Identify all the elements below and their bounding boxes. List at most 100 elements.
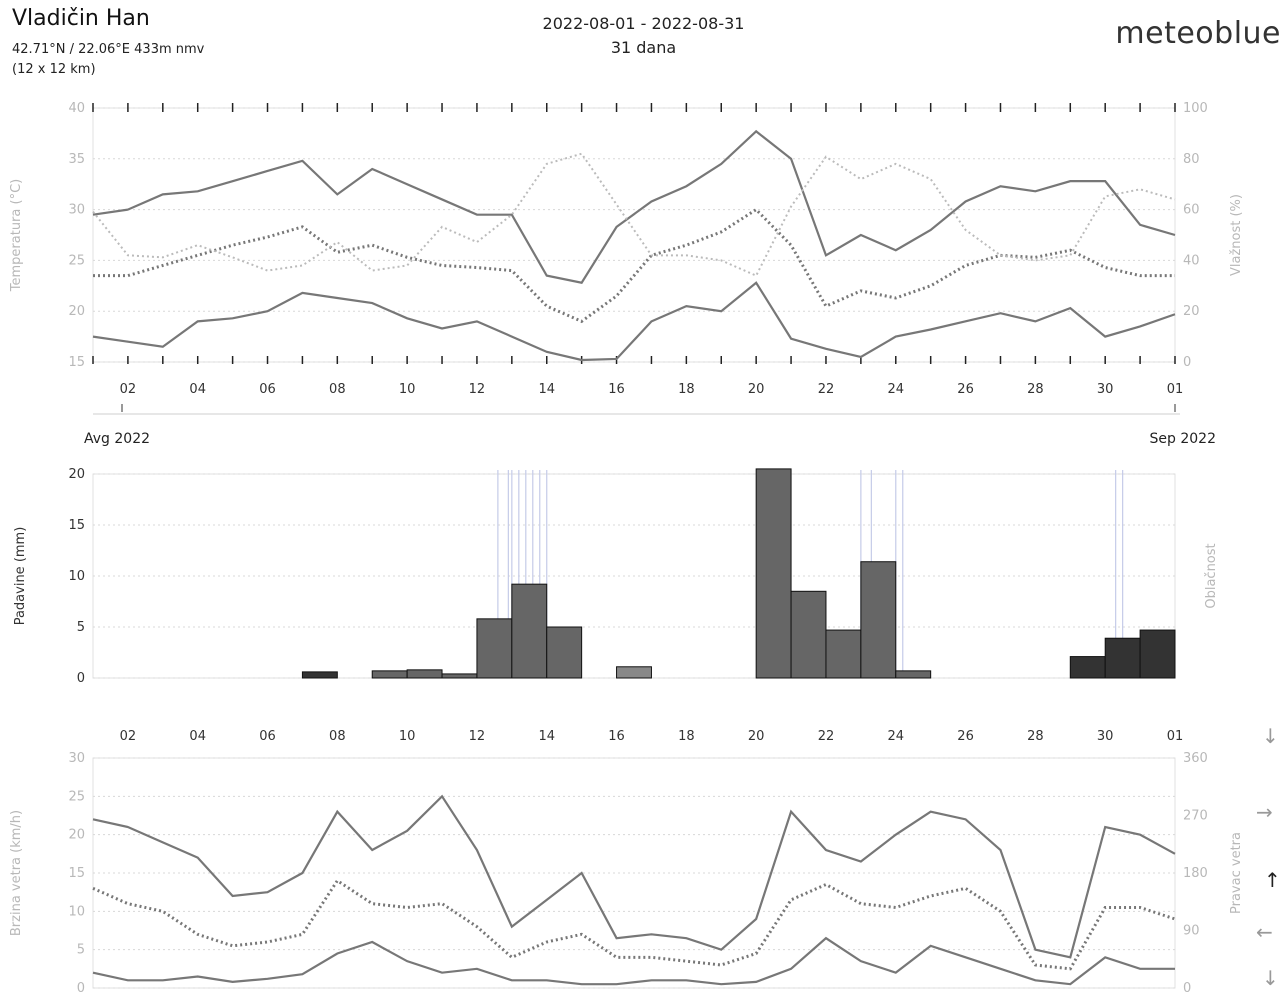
y-tick-label: 30 [68, 751, 85, 766]
x-tick-label: 04 [189, 729, 206, 744]
data-point [964, 264, 967, 267]
x-tick-label: 06 [259, 729, 276, 744]
y-tick-label: 20 [68, 828, 85, 843]
data-point [929, 284, 932, 287]
location-name: Vladičin Han [12, 6, 150, 31]
x-tick-label: 18 [678, 729, 695, 744]
x-tick-label: 30 [1097, 729, 1114, 744]
precip-bar [1139, 629, 1176, 679]
x-tick-label: 24 [888, 382, 905, 397]
brand-logo: meteoblue [1115, 16, 1281, 51]
precip-bar [301, 671, 338, 679]
x-tick-label: 08 [329, 382, 346, 397]
data-point [685, 960, 688, 963]
arrow-right-icon: → [1256, 800, 1273, 824]
y-tick-label: 25 [68, 253, 85, 268]
y-axis-label: Brzina vetra (km/h) [9, 810, 24, 936]
x-tick-label: 01 [1167, 382, 1184, 397]
x-tick-label: 20 [748, 382, 765, 397]
y2-tick-label: 100 [1183, 101, 1208, 116]
precip-bar [825, 629, 862, 679]
y2-axis-label: Vlažnost (%) [1229, 194, 1244, 276]
y2-axis-label: Oblačnost [1204, 543, 1219, 608]
data-point [720, 964, 723, 967]
data-point [301, 933, 304, 936]
y2-tick-label: 90 [1183, 924, 1200, 939]
x-tick-label: 14 [538, 382, 555, 397]
precip-bar [790, 590, 827, 679]
y-tick-label: 0 [77, 671, 85, 686]
y2-tick-label: 0 [1183, 355, 1191, 370]
y2-tick-label: 60 [1183, 203, 1200, 218]
x-tick-label: 26 [957, 382, 974, 397]
precip-bar [546, 626, 583, 679]
data-point [1104, 195, 1107, 198]
x-tick-label: 04 [189, 382, 206, 397]
date-range: 2022-08-01 - 2022-08-31 [542, 14, 745, 33]
y2-tick-label: 270 [1183, 809, 1208, 824]
precip-bar [755, 468, 792, 679]
precip-bar [511, 583, 548, 679]
x-tick-label: 22 [818, 729, 835, 744]
y-tick-label: 20 [68, 304, 85, 319]
x-tick-label: 16 [608, 729, 625, 744]
precip-bar [1104, 637, 1141, 679]
series-line [92, 794, 1176, 959]
y-tick-label: 25 [68, 789, 85, 804]
day-count: 31 dana [610, 38, 677, 57]
precip-bar [1069, 656, 1106, 679]
x-tick-label: 28 [1027, 729, 1044, 744]
data-point [650, 956, 653, 959]
x-tick-label: 22 [818, 382, 835, 397]
y-tick-label: 15 [68, 866, 85, 881]
x-tick-label: 12 [469, 382, 486, 397]
precip-bar [406, 669, 443, 679]
x-tick-label: 30 [1097, 382, 1114, 397]
y-axis-label: Temperatura (°C) [9, 179, 24, 292]
y-tick-label: 15 [68, 518, 85, 533]
y-tick-label: 40 [68, 101, 85, 116]
precip-bar [476, 618, 513, 679]
x-tick-label: 16 [608, 382, 625, 397]
series-line [92, 281, 1176, 362]
x-tick-label: 20 [748, 729, 765, 744]
precip-bar [860, 561, 897, 679]
x-tick-label: 10 [399, 382, 416, 397]
x-tick-label: 12 [469, 729, 486, 744]
y-tick-label: 5 [77, 943, 85, 958]
x-tick-label: 08 [329, 729, 346, 744]
y-tick-label: 30 [68, 203, 85, 218]
y2-tick-label: 180 [1183, 866, 1208, 881]
y2-tick-label: 20 [1183, 304, 1200, 319]
y2-tick-label: 360 [1183, 751, 1208, 766]
x-tick-label: 18 [678, 382, 695, 397]
series-line [92, 878, 1176, 971]
y-axis-label: Padavine (mm) [13, 527, 28, 626]
x-tick-label: 24 [888, 729, 905, 744]
y2-tick-label: 0 [1183, 981, 1191, 992]
series-line [92, 936, 1175, 986]
y2-tick-label: 80 [1183, 152, 1200, 167]
x-tick-label: 01 [1167, 729, 1184, 744]
series-line [92, 129, 1176, 284]
arrow-down-icon: ↓ [1262, 724, 1279, 748]
arrow-down-icon: ↓ [1262, 966, 1279, 990]
month-label: Avg 2022 [84, 431, 150, 447]
precip-bar [895, 670, 932, 679]
precip-bar [441, 673, 478, 679]
precip-bar [371, 670, 408, 679]
arrow-left-icon: ← [1256, 920, 1273, 944]
precip-bar [616, 666, 652, 679]
month-label: Sep 2022 [1150, 431, 1216, 447]
x-tick-label: 26 [957, 729, 974, 744]
x-tick-label: 10 [399, 729, 416, 744]
y-tick-label: 15 [68, 355, 85, 370]
y-tick-label: 5 [77, 620, 85, 635]
y-tick-label: 20 [68, 467, 85, 482]
x-tick-label: 02 [120, 382, 137, 397]
y-tick-label: 10 [68, 904, 85, 919]
x-tick-label: 28 [1027, 382, 1044, 397]
y-tick-label: 35 [68, 152, 85, 167]
y-tick-label: 0 [77, 981, 85, 992]
